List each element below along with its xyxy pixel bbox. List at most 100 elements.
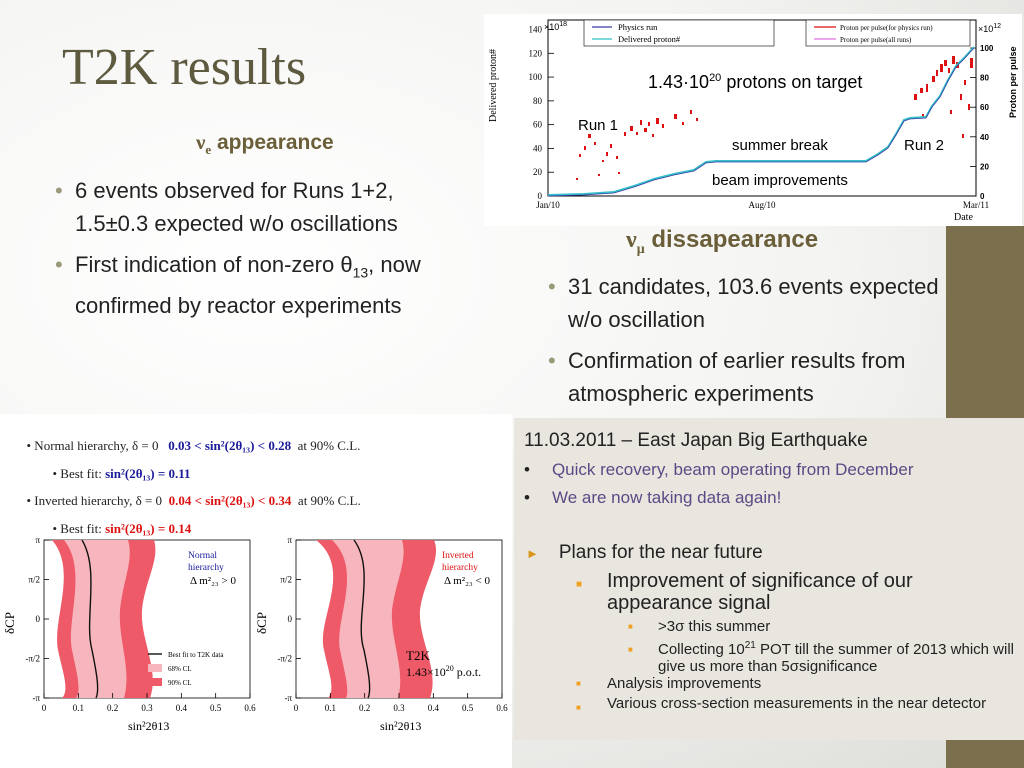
contour-ytick-label: π bbox=[35, 535, 40, 545]
nue-bullets: 6 events observed for Runs 1+2, 1.5±0.3 … bbox=[55, 174, 465, 322]
plan-significance: ■ Improvement of significance of our appe… bbox=[576, 570, 913, 614]
note-item-2: • We are now taking data again! bbox=[524, 488, 782, 507]
pot-xlabel: Date bbox=[954, 212, 973, 223]
contour-ytick-label: -π/2 bbox=[25, 654, 40, 664]
contour-ylabel-r: δCP bbox=[254, 612, 269, 634]
result-normal-bestfit: • Best fit: sin²(2θ₁₃) = 0.11 bbox=[52, 466, 191, 481]
legend-68: 68% CL bbox=[168, 665, 192, 673]
cl68-band-inv bbox=[332, 540, 404, 698]
plan-sub-item-1: ■ >3σ this summer bbox=[628, 618, 771, 635]
pot-chart: ×1018 ×1012 Delivered proton# Proton per… bbox=[484, 14, 1022, 226]
contour-ytick-label: -π/2 bbox=[277, 654, 292, 664]
contour-xlabel-r: sin²2θ13 bbox=[380, 719, 421, 733]
ppp-scatter bbox=[576, 56, 973, 180]
contour-ytick-label: -π bbox=[32, 693, 40, 703]
pot-ytick-label: 60 bbox=[533, 120, 543, 130]
contour-xtick-label: 0.1 bbox=[325, 703, 336, 713]
t2k-label: T2K bbox=[406, 648, 430, 663]
pot-ytick-label: 120 bbox=[529, 48, 543, 58]
pot-ytick-right-label: 40 bbox=[980, 133, 989, 142]
numu-heading: νμ dissapearance bbox=[626, 226, 819, 257]
result-normal: • Normal hierarchy, δ = 0 0.03 < sin²(2θ… bbox=[26, 438, 361, 453]
pot-ylabel-right: Proton per pulse bbox=[1008, 46, 1018, 118]
contour-ytick-label: 0 bbox=[36, 614, 41, 624]
annot-summer: summer break bbox=[732, 137, 828, 154]
list-item: First indication of non-zero θ13, now co… bbox=[55, 248, 465, 322]
inverted-label3: Δ m²₂₃ < 0 bbox=[444, 575, 490, 587]
annot-run1: Run 1 bbox=[578, 117, 618, 134]
contour-ytick-label: π/2 bbox=[28, 575, 40, 585]
list-item: Confirmation of earlier results from atm… bbox=[548, 344, 940, 410]
plan-sub-item-2: ■ Collecting 1021 POT till the summer of … bbox=[628, 640, 1014, 675]
contour-ytick-label: π bbox=[287, 535, 292, 545]
contour-xtick-label: 0.2 bbox=[107, 703, 118, 713]
pot-ytick-label: 100 bbox=[529, 72, 543, 82]
annot-pot: 1.43·1020 protons on target bbox=[648, 72, 862, 92]
pot-ytick-right-label: 20 bbox=[980, 162, 989, 171]
note-item-1: • Quick recovery, beam operating from Dec… bbox=[524, 460, 914, 479]
contour-xlabel: sin²2θ13 bbox=[128, 719, 169, 733]
pot-label: 1.43×1020 p.o.t. bbox=[406, 664, 481, 679]
contour-inverted: ππ/20-π/2-π0 0.1 0.2 0.3 0.4 0.5 0.6 δCP sin²2… bbox=[254, 535, 508, 733]
contour-xtick-label: 0.6 bbox=[244, 703, 256, 713]
delivered-curve bbox=[547, 46, 975, 196]
normal-label3: Δ m²₂₃ > 0 bbox=[190, 575, 236, 587]
note-title: 11.03.2011 – East Japan Big Earthquake bbox=[524, 430, 868, 451]
contour-xtick-label: 0.1 bbox=[73, 703, 84, 713]
contour-ytick-label: π/2 bbox=[280, 575, 292, 585]
pot-ytick-label: 0 bbox=[538, 191, 543, 201]
normal-label2: hierarchy bbox=[188, 563, 224, 573]
earthquake-note bbox=[514, 418, 1024, 740]
plan-cross-section: ■ Various cross-section measurements in t… bbox=[576, 695, 987, 712]
contour-xtick-label: 0.3 bbox=[141, 703, 153, 713]
pot-ytick-right-label: 0 bbox=[980, 192, 985, 201]
contour-xtick-label: 0.4 bbox=[176, 703, 188, 713]
contour-xtick-label: 0 bbox=[42, 703, 47, 713]
contour-xtick-label: 0 bbox=[294, 703, 299, 713]
legend-90: 90% CL bbox=[168, 679, 192, 687]
contour-xtick-label: 0.5 bbox=[210, 703, 222, 713]
plans-heading: ► Plans for the near future bbox=[526, 542, 763, 563]
bestfit-line bbox=[81, 539, 99, 699]
legend-ppp: Proton per pulse(for physics run) bbox=[840, 24, 933, 32]
contour-ytick-label: 0 bbox=[288, 614, 293, 624]
legend-physics-run: Physics run bbox=[618, 22, 658, 32]
contour-xtick-label: 0.6 bbox=[496, 703, 508, 713]
pot-ytick-label: 40 bbox=[533, 143, 543, 153]
pot-ytick-right-label: 100 bbox=[980, 44, 994, 53]
result-inverted-bestfit: • Best fit: sin²(2θ₁₃) = 0.14 bbox=[52, 521, 192, 536]
pot-yticks-left: 0 20 40 60 80 100 120 140 bbox=[529, 25, 554, 201]
contour-normal: ππ/20-π/2-π0 0.1 0.2 0.3 0.4 0.5 0.6 δCP sin²2… bbox=[2, 535, 256, 733]
pot-multiplier-left: ×1018 bbox=[544, 21, 567, 32]
pot-ytick-label: 20 bbox=[533, 167, 543, 177]
bestfit-line-inv bbox=[353, 539, 371, 699]
contour-ytick-label: -π bbox=[284, 693, 292, 703]
contour-xtick-label: 0.3 bbox=[393, 703, 405, 713]
slide-title: T2K results bbox=[62, 39, 307, 96]
numu-bullets: 31 candidates, 103.6 events expected w/o… bbox=[548, 270, 940, 410]
pot-ytick-label: 140 bbox=[529, 25, 543, 35]
pot-multiplier-right: ×1012 bbox=[978, 23, 1001, 34]
legend-ppp-all: Proton per pulse(all runs) bbox=[840, 36, 912, 44]
list-item: 6 events observed for Runs 1+2, 1.5±0.3 … bbox=[55, 174, 465, 240]
result-inverted: • Inverted hierarchy, δ = 0 0.04 < sin²(… bbox=[26, 493, 361, 508]
pot-xtick-label: Mar/11 bbox=[963, 200, 989, 210]
legend-bestfit: Best fit to T2K data bbox=[168, 651, 224, 659]
pot-xticks: Jan/10 Aug/10 Mar/11 bbox=[536, 200, 989, 210]
plan-analysis: ■ Analysis improvements bbox=[576, 675, 762, 692]
annot-run2: Run 2 bbox=[904, 137, 944, 154]
pot-xtick-label: Jan/10 bbox=[536, 200, 560, 210]
physics-curve bbox=[547, 47, 975, 197]
pot-ytick-label: 80 bbox=[533, 96, 543, 106]
annot-beam: beam improvements bbox=[712, 172, 848, 189]
pot-xtick-label: Aug/10 bbox=[749, 200, 777, 210]
pot-yticks-right: 0 20 40 60 80 100 bbox=[970, 44, 994, 201]
pot-ytick-right-label: 60 bbox=[980, 103, 989, 112]
nue-heading: νe appearance bbox=[196, 130, 334, 158]
normal-label: Normal bbox=[188, 551, 217, 561]
contour-xtick-label: 0.5 bbox=[462, 703, 474, 713]
cl68-band bbox=[64, 540, 130, 698]
legend-delivered: Delivered proton# bbox=[618, 34, 681, 44]
inverted-label2: hierarchy bbox=[442, 563, 478, 573]
inverted-label: Inverted bbox=[442, 551, 474, 561]
